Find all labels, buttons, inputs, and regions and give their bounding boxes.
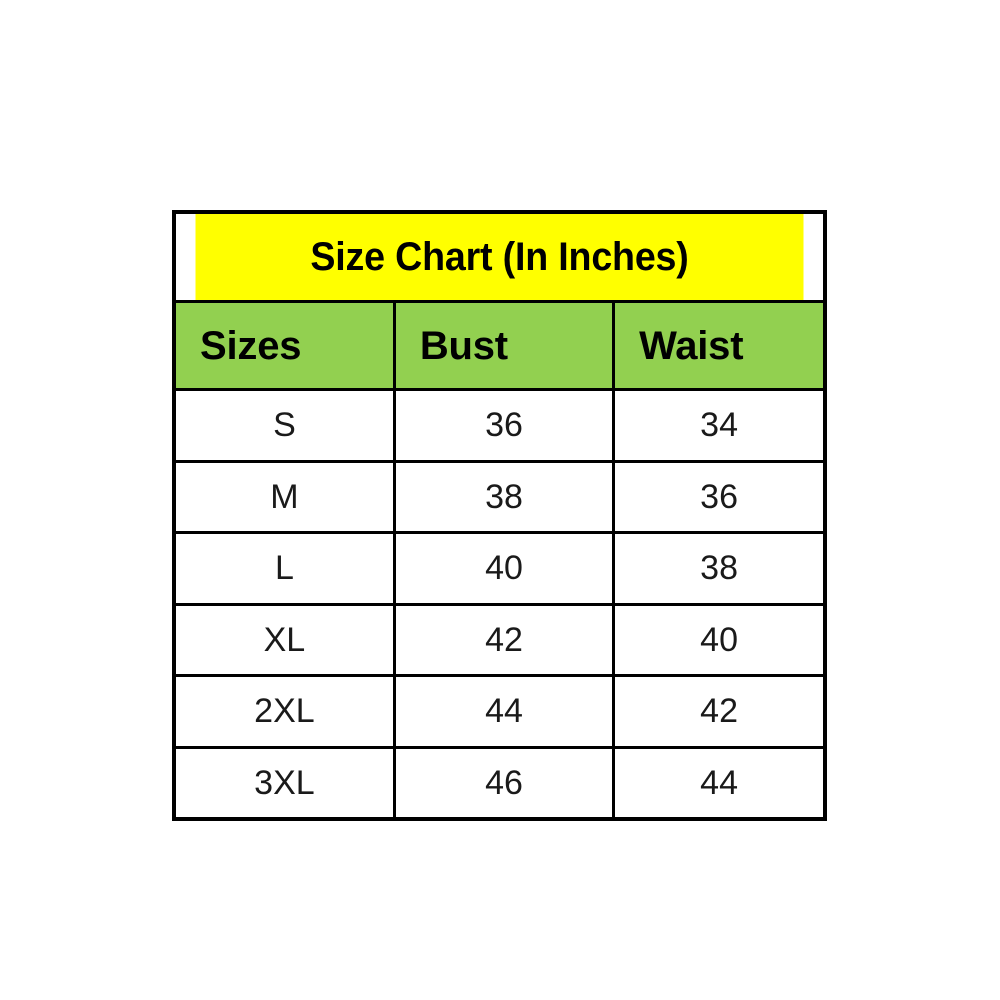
cell-size: 3XL: [172, 745, 396, 821]
cell-bust: 36: [392, 388, 616, 463]
cell-waist: 44: [612, 745, 827, 821]
cell-bust: 42: [392, 602, 616, 677]
cell-size: XL: [172, 602, 396, 677]
column-header-sizes: Sizes: [172, 300, 396, 391]
cell-waist: 36: [612, 459, 827, 534]
cell-waist: 34: [612, 388, 827, 463]
cell-size: M: [172, 459, 396, 534]
cell-size: L: [172, 531, 396, 606]
header-row: Sizes Bust Waist: [172, 300, 827, 391]
cell-bust: 40: [392, 531, 616, 606]
cell-waist: 40: [612, 602, 827, 677]
column-header-bust: Bust: [392, 300, 616, 391]
cell-size: 2XL: [172, 674, 396, 749]
chart-title: Size Chart (In Inches): [192, 210, 807, 303]
table-row: L 40 38: [172, 531, 827, 606]
size-chart-table: Size Chart (In Inches) Sizes Bust Waist …: [172, 210, 827, 821]
cell-size: S: [172, 388, 396, 463]
cell-bust: 38: [392, 459, 616, 534]
table-row: 3XL 46 44: [172, 745, 827, 821]
column-header-waist: Waist: [612, 300, 827, 391]
table-row: M 38 36: [172, 459, 827, 534]
cell-waist: 38: [612, 531, 827, 606]
title-row: Size Chart (In Inches): [174, 210, 825, 303]
cell-waist: 42: [612, 674, 827, 749]
cell-bust: 44: [392, 674, 616, 749]
table-row: S 36 34: [172, 388, 827, 463]
table-row: XL 42 40: [172, 602, 827, 677]
cell-bust: 46: [392, 745, 616, 821]
table-row: 2XL 44 42: [172, 674, 827, 749]
